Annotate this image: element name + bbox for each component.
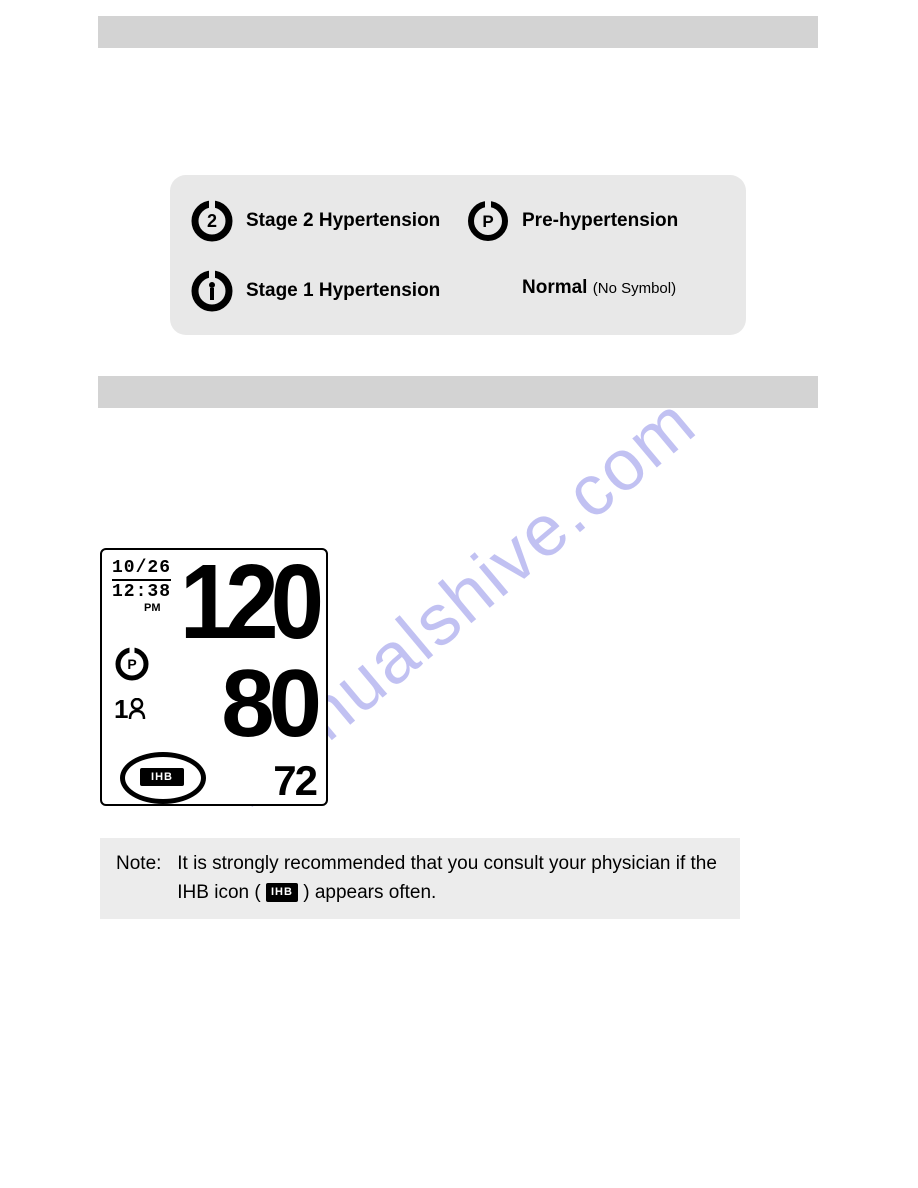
svg-text:P: P xyxy=(482,212,493,231)
stage2-icon: 2 xyxy=(190,199,234,243)
mid-bar xyxy=(98,376,818,408)
user-icon xyxy=(128,698,146,720)
legend-label: Normal (No Symbol) xyxy=(522,277,676,299)
lcd-date: 10/26 xyxy=(112,558,171,581)
top-bar xyxy=(98,16,818,48)
lcd-user: 1 xyxy=(114,694,146,725)
note-after: ) appears often. xyxy=(303,882,436,903)
lcd-display: 10/26 12:38 PM P 1 120 80 72 IHB xyxy=(100,548,328,806)
lcd-systolic: 120 xyxy=(180,550,316,656)
lcd-ampm: PM xyxy=(144,602,161,614)
stage1-icon xyxy=(190,269,234,313)
lcd-p-icon: P xyxy=(114,646,150,682)
normal-sub: (No Symbol) xyxy=(593,280,676,297)
legend-label: Stage 1 Hypertension xyxy=(246,280,440,302)
note-before: It is strongly recommended that you cons… xyxy=(177,853,717,903)
note-label: Note: xyxy=(116,850,172,879)
pre-icon: P xyxy=(466,199,510,243)
user-number: 1 xyxy=(114,694,128,724)
ihb-badge: IHB xyxy=(140,768,184,786)
legend-item-stage1: Stage 1 Hypertension xyxy=(190,269,440,313)
lcd-diastolic: 80 xyxy=(221,656,316,752)
note-text: It is strongly recommended that you cons… xyxy=(177,850,717,907)
svg-text:2: 2 xyxy=(207,211,217,231)
legend-label: Pre-hypertension xyxy=(522,210,678,232)
normal-label: Normal xyxy=(522,277,587,298)
legend-item-pre: P Pre-hypertension xyxy=(466,199,678,243)
note-box: Note: It is strongly recommended that yo… xyxy=(100,838,740,919)
svg-text:P: P xyxy=(127,656,136,672)
legend-box: 2 Stage 2 Hypertension P Pre-hypertensio… xyxy=(170,175,746,335)
legend-label: Stage 2 Hypertension xyxy=(246,210,440,232)
ihb-inline-badge: IHB xyxy=(266,883,298,902)
legend-item-normal: Normal (No Symbol) xyxy=(522,277,676,299)
legend-item-stage2: 2 Stage 2 Hypertension xyxy=(190,199,440,243)
lcd-pulse: 72 xyxy=(273,760,316,802)
lcd-time: 12:38 xyxy=(112,582,171,602)
